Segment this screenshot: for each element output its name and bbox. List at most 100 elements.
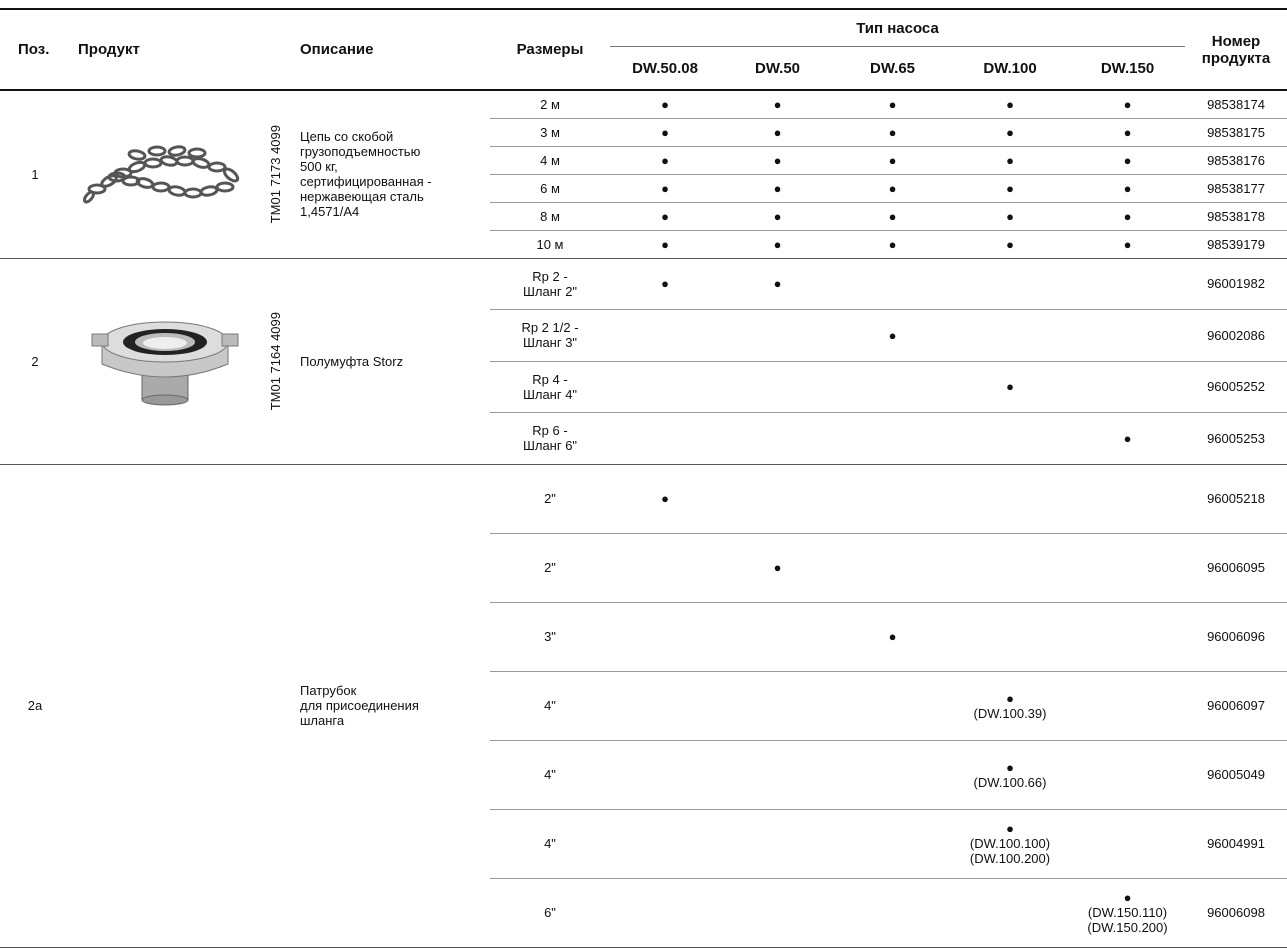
size-line: 3 м (540, 124, 560, 140)
pump-cell (610, 602, 720, 672)
product-number: 96004991 (1185, 809, 1287, 879)
pump-cell (1070, 258, 1185, 310)
size-line: 8 м (540, 208, 560, 224)
header-product: Продукт (70, 8, 290, 91)
pump-cell: ● (1070, 90, 1185, 119)
pump-cell: ● (720, 230, 835, 259)
pump-mark: ● (1123, 208, 1132, 224)
product-number: 96005218 (1185, 464, 1287, 534)
pump-cell: ● (DW.100.100) (DW.100.200) (950, 809, 1070, 879)
pump-mark: ● (1123, 96, 1132, 112)
pump-mark: ● (1006, 96, 1014, 112)
header-pump-type: Тип насоса (610, 8, 1185, 47)
pump-mark: ● (661, 491, 669, 506)
pump-cell: ● (950, 146, 1070, 175)
header-description: Описание (290, 8, 490, 91)
size-line: 6 м (540, 180, 560, 196)
pump-mark: ● (1123, 152, 1132, 168)
size-line: 4" (544, 767, 556, 782)
description-line: Патрубок (300, 683, 357, 698)
table-row: 4 м ● ● ● ● ● 98538176 (0, 146, 1287, 175)
pump-mark: ● (773, 96, 782, 112)
table-row: 4" ● (DW.100.100) (DW.100.200) 96004991 (0, 809, 1287, 879)
pump-cell (720, 809, 835, 879)
description-line: 1,4571/A4 (300, 204, 360, 220)
pump-mark: ● (773, 276, 782, 292)
pump-mark: ● (888, 629, 897, 644)
pump-cell: ● (835, 118, 950, 147)
pump-mark: ● (1006, 180, 1014, 196)
pump-mark: ● (661, 124, 669, 140)
pump-cell: ● (720, 202, 835, 231)
product-number: 96005253 (1185, 412, 1287, 465)
pump-mark: (DW.100.66) (973, 774, 1047, 790)
pump-cell (1070, 533, 1185, 603)
pump-cell (1070, 464, 1185, 534)
product-number: 96006098 (1185, 878, 1287, 948)
header-pump: DW.65 (835, 46, 950, 91)
size-line: Rp 2 1/2 - (521, 320, 579, 336)
pump-cell: ● (835, 309, 950, 362)
header-row: DW.50.08 DW.50 DW.65 DW.100 DW.150 (0, 46, 1287, 91)
pump-cell (1070, 740, 1185, 810)
image-code: TM01 7173 4099 (267, 125, 283, 224)
description: Полумуфта Storz (290, 258, 490, 465)
pump-cell: ● (DW.150.110) (DW.150.200) (1070, 878, 1185, 948)
pump-cell: ● (610, 90, 720, 119)
pump-cell (610, 878, 720, 948)
pump-mark: ● (1006, 821, 1014, 836)
pump-cell (950, 464, 1070, 534)
product-number: 98538176 (1185, 146, 1287, 175)
product-number: 96005252 (1185, 361, 1287, 413)
header-pump: DW.100 (950, 46, 1070, 91)
header-number: Номер продукта (1185, 8, 1287, 91)
pump-cell: ● (950, 202, 1070, 231)
image-code-cell: TM01 7173 4099 (260, 90, 290, 259)
pump-cell (1070, 671, 1185, 741)
pump-mark: ● (1006, 124, 1014, 140)
pump-mark: ● (661, 96, 669, 112)
table-row: 10 м ● ● ● ● ● 98539179 (0, 230, 1287, 259)
pump-mark: ● (888, 152, 897, 168)
pump-cell (610, 809, 720, 879)
pump-mark: (DW.100.200) (969, 851, 1051, 866)
pump-cell: ● (1070, 118, 1185, 147)
size-line: 2" (544, 560, 556, 575)
product-number: 96006095 (1185, 533, 1287, 603)
pump-cell (720, 602, 835, 672)
pump-mark: (DW.100.39) (973, 705, 1047, 721)
pump-cell (610, 361, 720, 413)
pump-cell (1070, 361, 1185, 413)
image-code: TM01 7164 4099 (267, 311, 283, 411)
product-number: 98538174 (1185, 90, 1287, 119)
pump-mark: ● (1123, 430, 1132, 446)
pump-cell (835, 464, 950, 534)
product-number: 96006097 (1185, 671, 1287, 741)
table-row: 2 TM01 7164 4099 Полумуфта Storz Rp 2 - Шла… (0, 258, 1287, 465)
size: 3 м (490, 118, 610, 147)
pump-mark: ● (1006, 690, 1014, 706)
pump-cell (720, 878, 835, 948)
pump-cell (610, 412, 720, 465)
table-row: 3 м ● ● ● ● ● 98538175 (0, 118, 1287, 147)
description-line: сертифицированная - (300, 174, 432, 190)
pump-cell (1070, 602, 1185, 672)
size-line: 10 м (536, 236, 564, 252)
pump-cell (610, 671, 720, 741)
description-line: Полумуфта Storz (300, 353, 404, 369)
size-line: 4" (544, 698, 556, 713)
pump-cell (610, 309, 720, 362)
pump-mark: ● (661, 152, 669, 168)
pump-cell: ● (610, 464, 720, 534)
pump-cell: ● (720, 258, 835, 310)
pump-mark: ● (1006, 208, 1014, 224)
header-pump: DW.50.08 (610, 46, 720, 91)
pump-cell (950, 309, 1070, 362)
accessory-table: Поз. Продукт Описание Размеры Тип насоса… (0, 8, 1287, 948)
size: 2" (490, 464, 610, 534)
pump-cell: ● (835, 602, 950, 672)
size: 6 м (490, 174, 610, 203)
table-row: Rp 4 - Шланг 4" ● 96005252 (0, 361, 1287, 413)
pump-mark: ● (773, 560, 782, 575)
pump-mark: ● (1123, 124, 1132, 140)
